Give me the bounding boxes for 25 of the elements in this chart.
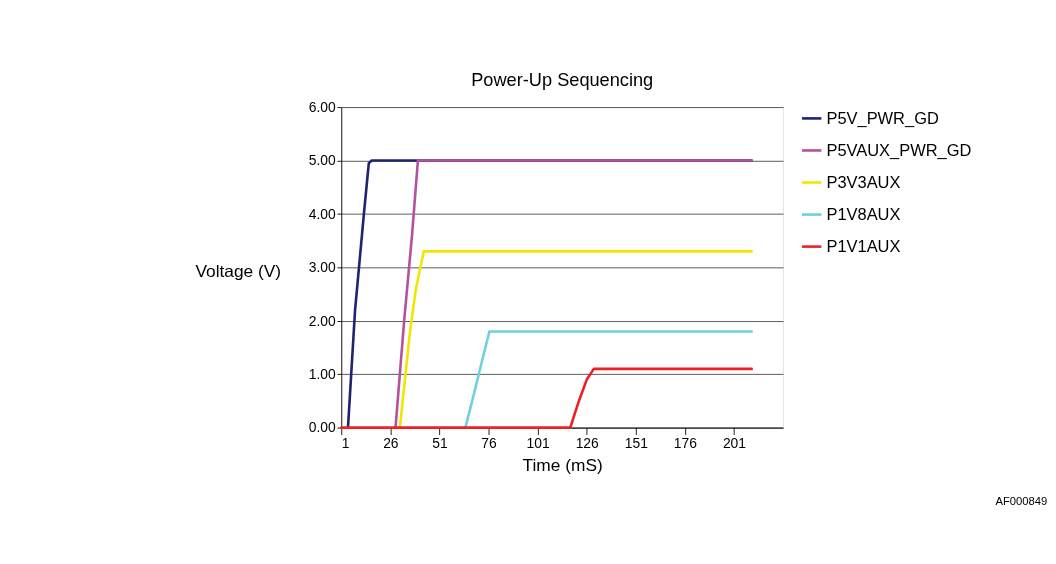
- legend-label: P1V1AUX: [826, 236, 901, 255]
- x-tick-label: 76: [481, 435, 498, 452]
- y-tick-label: 6.00: [308, 98, 336, 115]
- legend-label: P1V8AUX: [826, 204, 901, 223]
- legend-label: P5VAUX_PWR_GD: [826, 140, 972, 160]
- x-axis-title: Time (mS): [522, 455, 603, 476]
- x-tick-label: 1: [341, 435, 350, 452]
- y-tick-label: 1.00: [308, 366, 336, 383]
- x-tick-label: 101: [526, 435, 550, 452]
- legend-label: P3V3AUX: [826, 172, 901, 191]
- y-tick-label: 2.00: [308, 312, 336, 329]
- y-axis-title: Voltage (V): [195, 261, 282, 282]
- y-tick-label: 4.00: [308, 205, 336, 222]
- x-tick-label: 201: [722, 435, 747, 452]
- chart-title: Power-Up Sequencing: [471, 70, 654, 91]
- x-tick-label: 26: [383, 435, 399, 452]
- x-tick-label: 151: [624, 435, 649, 452]
- y-tick-label: 0.00: [308, 419, 336, 436]
- y-tick-label: 5.00: [308, 152, 336, 169]
- x-tick-label: 126: [575, 435, 600, 452]
- x-tick-label: 176: [673, 435, 698, 452]
- y-tick-label: 3.00: [308, 259, 336, 276]
- legend-label: P5V_PWR_GD: [826, 108, 939, 128]
- text: AF000849: [995, 494, 1048, 507]
- x-tick-label: 51: [432, 435, 448, 452]
